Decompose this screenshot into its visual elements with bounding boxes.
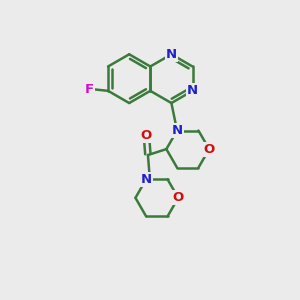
Text: N: N [166,48,177,61]
Text: N: N [141,173,152,186]
Text: O: O [141,129,152,142]
Text: N: N [187,84,198,98]
Text: F: F [85,83,94,96]
Text: N: N [172,124,183,137]
Text: O: O [203,142,215,156]
Text: O: O [172,191,184,204]
